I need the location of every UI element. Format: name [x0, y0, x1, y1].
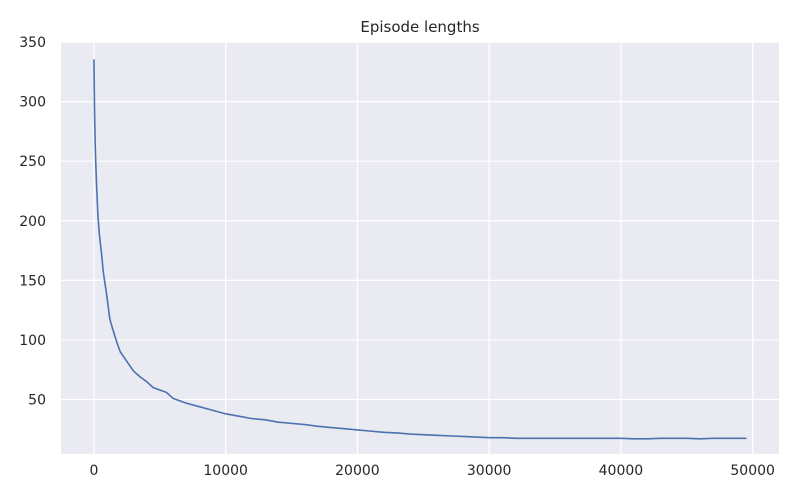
series-data-point — [264, 419, 266, 421]
series-data-point — [541, 437, 543, 439]
y-tick-label: 50 — [28, 393, 46, 409]
series-layer — [93, 59, 747, 440]
series-data-point — [343, 428, 345, 430]
series-data-point — [132, 370, 135, 372]
series-data-point — [93, 59, 95, 61]
series-data-point — [97, 214, 99, 216]
series-data-point — [277, 421, 279, 423]
series-data-point — [633, 438, 635, 440]
series-data-point — [383, 431, 385, 433]
series-data-point — [251, 418, 253, 420]
series-data-point — [111, 327, 113, 329]
series-data-point — [225, 413, 227, 415]
x-tick-label: 0 — [89, 463, 98, 479]
series-data-point — [106, 297, 108, 299]
series-data-point — [409, 433, 411, 435]
y-tick-label: 350 — [19, 35, 46, 51]
x-tick-label: 50000 — [730, 463, 775, 479]
series-data-point — [567, 437, 569, 439]
y-tick-label: 300 — [19, 95, 46, 111]
series-data-point — [422, 434, 424, 436]
y-tick-label: 200 — [19, 214, 46, 230]
series-data-point — [117, 344, 119, 346]
series-data-point — [673, 437, 675, 439]
series-data-point — [95, 184, 98, 186]
series-data-point — [607, 437, 609, 439]
episode-length-series-line — [93, 59, 747, 440]
series-data-point — [109, 317, 111, 320]
series-data-point — [396, 432, 398, 434]
chart-title: Episode lengths — [360, 18, 479, 36]
series-data-point — [593, 437, 596, 439]
series-data-point — [686, 437, 688, 439]
series-data-point — [159, 389, 161, 391]
series-data-point — [554, 437, 556, 439]
series-data-point — [501, 437, 503, 439]
series-data-point — [475, 436, 477, 438]
series-data-point — [94, 146, 96, 148]
series-data-point — [126, 360, 128, 362]
series-data-point — [369, 430, 372, 432]
series-data-point — [146, 381, 148, 383]
series-data-point — [139, 376, 141, 378]
series-data-point — [93, 112, 96, 115]
series-data-point — [462, 435, 464, 438]
series-data-point — [165, 391, 167, 393]
series-data-point — [99, 244, 102, 246]
series-data-point — [725, 437, 727, 439]
y-tick-label: 150 — [19, 273, 46, 289]
series-data-point — [98, 232, 100, 234]
series-data-point — [449, 435, 451, 437]
series-data-point — [580, 437, 582, 439]
x-tick-label: 40000 — [599, 463, 644, 479]
grid-lines — [61, 41, 779, 454]
series-data-point — [317, 425, 319, 427]
series-data-point — [330, 426, 332, 429]
y-tick-label: 100 — [19, 333, 46, 349]
series-data-point — [172, 397, 174, 399]
series-data-point — [211, 409, 214, 411]
series-data-point — [198, 406, 200, 408]
x-tick-label: 30000 — [467, 463, 512, 479]
series-data-point — [646, 438, 648, 440]
series-data-point — [659, 437, 662, 439]
series-data-point — [119, 351, 121, 353]
tick-labels: 0 10000 20000 30000 40000 50000 50 100 150 200 250… — [19, 35, 775, 479]
series-data-point — [488, 437, 490, 439]
series-data-point — [103, 279, 106, 281]
series-data-point — [620, 437, 622, 439]
series-data-point — [105, 288, 107, 290]
series-data-point — [435, 434, 438, 436]
series-data-point — [114, 335, 116, 337]
plot-area — [61, 42, 779, 454]
x-tick-label: 20000 — [335, 463, 380, 479]
series-data-point — [514, 437, 517, 439]
series-data-point — [712, 437, 714, 439]
series-data-point — [745, 437, 747, 439]
series-data-point — [185, 402, 187, 404]
series-data-point — [528, 437, 530, 439]
series-data-point — [290, 422, 293, 424]
series-data-point — [304, 423, 306, 426]
series-data-point — [238, 415, 240, 417]
series-data-point — [102, 270, 104, 272]
series-data-point — [699, 438, 701, 440]
x-tick-label: 10000 — [203, 463, 248, 479]
series-data-point — [738, 437, 741, 439]
series-data-point — [95, 166, 97, 168]
series-data-point — [101, 255, 103, 258]
series-data-point — [356, 429, 359, 431]
y-tick-label: 250 — [19, 154, 46, 170]
series-data-point — [152, 387, 154, 389]
